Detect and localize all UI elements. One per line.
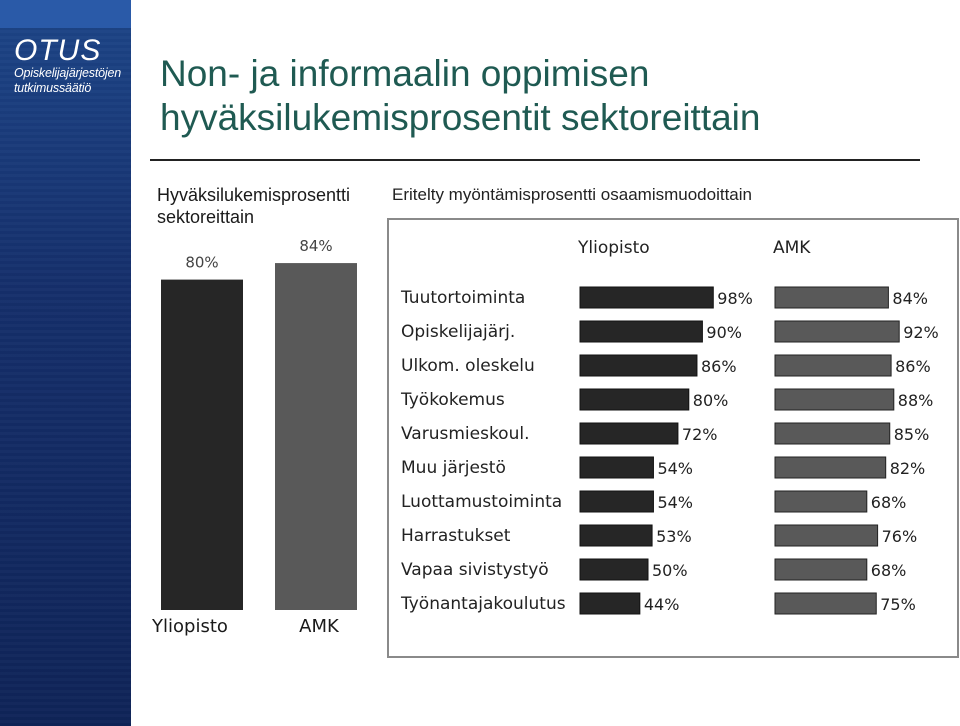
bar-value-label-amk: 85% <box>894 425 930 444</box>
sidebar <box>0 0 131 726</box>
overall-bar-value-label: 84% <box>299 237 332 255</box>
bar-amk <box>774 456 887 479</box>
series-header-amk: AMK <box>773 238 811 258</box>
bar-amk <box>774 354 892 377</box>
category-label: Tuutortoiminta <box>400 288 525 308</box>
bar-yliopisto <box>579 354 698 377</box>
category-label: Opiskelijajärj. <box>401 322 515 342</box>
bar-yliopisto <box>579 388 690 411</box>
otus-logo: OTUS Opiskelijajärjestöjen tutkimussääti… <box>14 36 126 96</box>
left-chart-heading-line1: Hyväksilukemisprosentti <box>157 185 351 205</box>
bar-value-label-yliopisto: 98% <box>717 289 753 308</box>
bar-value-label-amk: 68% <box>871 493 907 512</box>
bar-amk <box>774 490 868 513</box>
bar-amk <box>774 388 895 411</box>
bar-value-label-yliopisto: 54% <box>657 459 693 478</box>
bar-yliopisto <box>579 558 649 581</box>
category-label: Ulkom. oleskelu <box>401 356 535 376</box>
right-chart-heading: Eritelty myöntämisprosentti osaamismuodo… <box>392 185 752 204</box>
overall-category-label: Yliopisto <box>151 616 228 637</box>
bar-value-label-yliopisto: 80% <box>693 391 729 410</box>
category-label: Luottamustoiminta <box>401 492 562 512</box>
bar-yliopisto <box>579 592 641 615</box>
title-divider <box>150 159 920 161</box>
bar-yliopisto <box>579 320 703 343</box>
overall-bar-value-label: 80% <box>185 254 218 272</box>
bar-yliopisto <box>579 422 679 445</box>
bar-value-label-amk: 86% <box>895 357 931 376</box>
bar-yliopisto <box>579 524 653 547</box>
bar-value-label-yliopisto: 90% <box>706 323 742 342</box>
overall-category-label: AMK <box>299 616 340 637</box>
category-label: Varusmieskoul. <box>401 424 530 444</box>
bar-value-label-yliopisto: 44% <box>644 595 680 614</box>
bar-value-label-amk: 88% <box>898 391 934 410</box>
category-label: Työkokemus <box>400 390 505 410</box>
left-chart-heading: Hyväksilukemisprosentti sektoreittain <box>157 184 350 228</box>
series-header-yliopisto: Yliopisto <box>577 238 650 258</box>
bar-value-label-amk: 68% <box>871 561 907 580</box>
logo-subtitle-line2: tutkimussäätiö <box>14 81 92 95</box>
bar-value-label-yliopisto: 50% <box>652 561 688 580</box>
bar-value-label-amk: 84% <box>892 289 928 308</box>
logo-subtitle-line1: Opiskelijajärjestöjen <box>14 66 121 80</box>
bar-value-label-yliopisto: 54% <box>657 493 693 512</box>
logo-main-text: OTUS <box>14 34 102 67</box>
bar-amk <box>774 286 889 309</box>
bar-value-label-yliopisto: 86% <box>701 357 737 376</box>
page-title-line1: Non- ja informaalin oppimisen <box>160 53 650 94</box>
bar-yliopisto <box>579 286 714 309</box>
bar-value-label-amk: 82% <box>890 459 926 478</box>
overall-bar-yliopisto <box>161 279 243 610</box>
overall-bar-amk <box>275 263 357 610</box>
category-label: Työnantajakoulutus <box>400 594 566 614</box>
category-label: Harrastukset <box>401 526 511 546</box>
bar-value-label-amk: 75% <box>880 595 916 614</box>
left-chart-heading-line2: sektoreittain <box>157 207 255 227</box>
bar-amk <box>774 524 879 547</box>
bar-amk <box>774 558 868 581</box>
bar-value-label-yliopisto: 72% <box>682 425 718 444</box>
category-label: Muu järjestö <box>401 458 506 478</box>
page-title: Non- ja informaalin oppimisen hyväksiluk… <box>160 52 940 140</box>
bar-amk <box>774 422 891 445</box>
category-label: Vapaa sivistystyö <box>401 560 549 580</box>
bar-amk <box>774 320 900 343</box>
bar-value-label-amk: 76% <box>882 527 918 546</box>
bar-value-label-amk: 92% <box>903 323 939 342</box>
bar-yliopisto <box>579 490 654 513</box>
bar-yliopisto <box>579 456 654 479</box>
bar-value-label-yliopisto: 53% <box>656 527 692 546</box>
page-title-line2: hyväksilukemisprosentit sektoreittain <box>160 97 761 138</box>
bar-amk <box>774 592 877 615</box>
logo-box <box>0 0 131 28</box>
